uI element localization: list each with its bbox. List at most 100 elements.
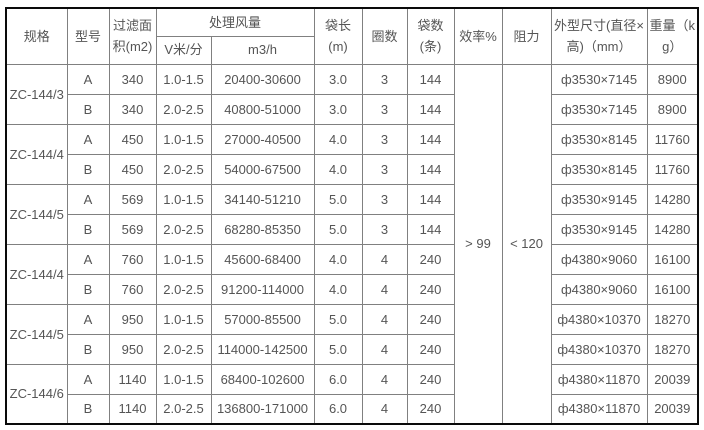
model-cell: A (66, 123, 110, 155)
bag-count-cell: 144 (406, 93, 455, 125)
velocity-cell: 1.0-1.5 (155, 303, 212, 335)
flow-cell: 68280-85350 (210, 213, 315, 245)
bag-count-cell: 240 (406, 333, 455, 365)
dimensions-cell: ф4380×11870 (550, 363, 648, 395)
rings-cell: 4 (361, 243, 408, 275)
area-cell: 760 (108, 273, 157, 305)
header-bag-count: 袋数(条) (406, 7, 455, 65)
flow-cell: 136800-171000 (210, 393, 315, 425)
bag-count-cell: 240 (406, 273, 455, 305)
flow-cell: 114000-142500 (210, 333, 315, 365)
rings-cell: 3 (361, 123, 408, 155)
model-cell: A (66, 183, 110, 215)
table-row: B 1140 2.0-2.5 136800-171000 6.0 4 240 ф… (6, 393, 699, 425)
bag-length-cell: 4.0 (313, 123, 363, 155)
table-row: B 340 2.0-2.5 40800-51000 3.0 3 144 ф353… (6, 93, 699, 125)
weight-cell: 20039 (646, 363, 699, 395)
table-row: ZC-144/5 A 950 1.0-1.5 57000-85500 5.0 4… (5, 303, 699, 365)
velocity-cell: 2.0-2.5 (155, 93, 212, 125)
dimensions-cell: ф3530×7145 (550, 63, 648, 95)
rings-cell: 4 (361, 363, 408, 395)
bag-length-cell: 4.0 (313, 153, 363, 185)
flow-cell: 27000-40500 (210, 123, 315, 155)
weight-cell: 18270 (646, 333, 699, 365)
weight-cell: 18270 (646, 303, 699, 335)
area-cell: 450 (108, 123, 157, 155)
weight-cell: 8900 (646, 63, 699, 95)
velocity-cell: 2.0-2.5 (155, 393, 212, 425)
table-row: ZC-144/4 A 450 1.0-1.5 27000-40500 4.0 3… (5, 123, 699, 185)
table-row: ZC-144/5 A 569 1.0-1.5 34140-51210 5.0 3… (5, 183, 699, 245)
table-row: B 950 2.0-2.5 114000-142500 5.0 4 240 ф4… (6, 333, 699, 365)
bag-length-cell: 3.0 (313, 63, 363, 95)
velocity-cell: 2.0-2.5 (155, 213, 212, 245)
dimensions-cell: ф3530×8145 (550, 123, 648, 155)
model-cell: B (66, 333, 110, 365)
model-cell: B (66, 93, 110, 125)
velocity-cell: 2.0-2.5 (155, 333, 212, 365)
model-cell: B (66, 393, 110, 425)
bag-length-cell: 5.0 (313, 183, 363, 215)
weight-cell: 14280 (646, 183, 699, 215)
table-row: B 760 2.0-2.5 91200-114000 4.0 4 240 ф43… (6, 273, 699, 305)
flow-cell: 20400-30600 (210, 63, 315, 95)
area-cell: 569 (108, 213, 157, 245)
dimensions-cell: ф3530×8145 (550, 153, 648, 185)
area-cell: 1140 (108, 363, 157, 395)
bag-count-cell: 240 (406, 303, 455, 335)
area-cell: 950 (108, 333, 157, 365)
rings-cell: 4 (361, 273, 408, 305)
rings-cell: 3 (361, 153, 408, 185)
spec-cell: ZC-144/4 (5, 243, 68, 305)
table-row: ZC-144/6 A 1140 1.0-1.5 68400-102600 6.0… (5, 363, 699, 425)
flow-cell: 91200-114000 (210, 273, 315, 305)
dimensions-cell: ф3530×9145 (550, 183, 648, 215)
table-row: ZC-144/4 A 760 1.0-1.5 45600-68400 4.0 4… (5, 243, 699, 305)
area-cell: 569 (108, 183, 157, 215)
velocity-cell: 1.0-1.5 (155, 63, 212, 95)
dimensions-cell: ф4380×10370 (550, 303, 648, 335)
header-rings: 圈数 (361, 7, 408, 65)
velocity-cell: 1.0-1.5 (155, 123, 212, 155)
header-dimensions: 外型尺寸(直径×高)（mm） (550, 7, 648, 65)
bag-length-cell: 6.0 (313, 393, 363, 425)
bag-count-cell: 240 (406, 363, 455, 395)
weight-cell: 20039 (646, 393, 699, 425)
bag-length-cell: 5.0 (313, 333, 363, 365)
spec-cell: ZC-144/5 (5, 183, 68, 245)
bag-count-cell: 144 (406, 213, 455, 245)
bag-count-cell: 144 (406, 123, 455, 155)
table-row: B 450 2.0-2.5 54000-67500 4.0 3 144 ф353… (6, 153, 699, 185)
model-cell: A (66, 363, 110, 395)
velocity-cell: 2.0-2.5 (155, 153, 212, 185)
flow-cell: 54000-67500 (210, 153, 315, 185)
weight-cell: 11760 (646, 153, 699, 185)
efficiency-cell: > 99 (453, 63, 503, 425)
bag-count-cell: 144 (406, 183, 455, 215)
model-cell: A (66, 63, 110, 95)
spec-cell: ZC-144/4 (5, 123, 68, 185)
model-cell: A (66, 303, 110, 335)
header-row-1: 规格 型号 过滤面积(m2) 处理风量 袋长(m) 圈数 袋数(条) 效率% 阻… (5, 7, 699, 65)
rings-cell: 4 (361, 393, 408, 425)
rings-cell: 3 (361, 183, 408, 215)
weight-cell: 16100 (646, 243, 699, 275)
header-filter-area: 过滤面积(m2) (108, 7, 157, 65)
bag-count-cell: 144 (406, 63, 455, 95)
flow-cell: 57000-85500 (210, 303, 315, 335)
bag-length-cell: 5.0 (313, 303, 363, 335)
bag-length-cell: 5.0 (313, 213, 363, 245)
header-spec: 规格 (5, 7, 68, 65)
dimensions-cell: ф3530×9145 (550, 213, 648, 245)
model-cell: A (66, 243, 110, 275)
header-weight: 重量（kg） (646, 7, 699, 65)
flow-cell: 40800-51000 (210, 93, 315, 125)
header-bag-length: 袋长(m) (313, 7, 363, 65)
spec-cell: ZC-144/5 (5, 303, 68, 365)
bag-count-cell: 144 (406, 153, 455, 185)
dimensions-cell: ф4380×11870 (550, 393, 648, 425)
model-cell: B (66, 213, 110, 245)
rings-cell: 4 (361, 303, 408, 335)
area-cell: 340 (108, 63, 157, 95)
weight-cell: 8900 (646, 93, 699, 125)
